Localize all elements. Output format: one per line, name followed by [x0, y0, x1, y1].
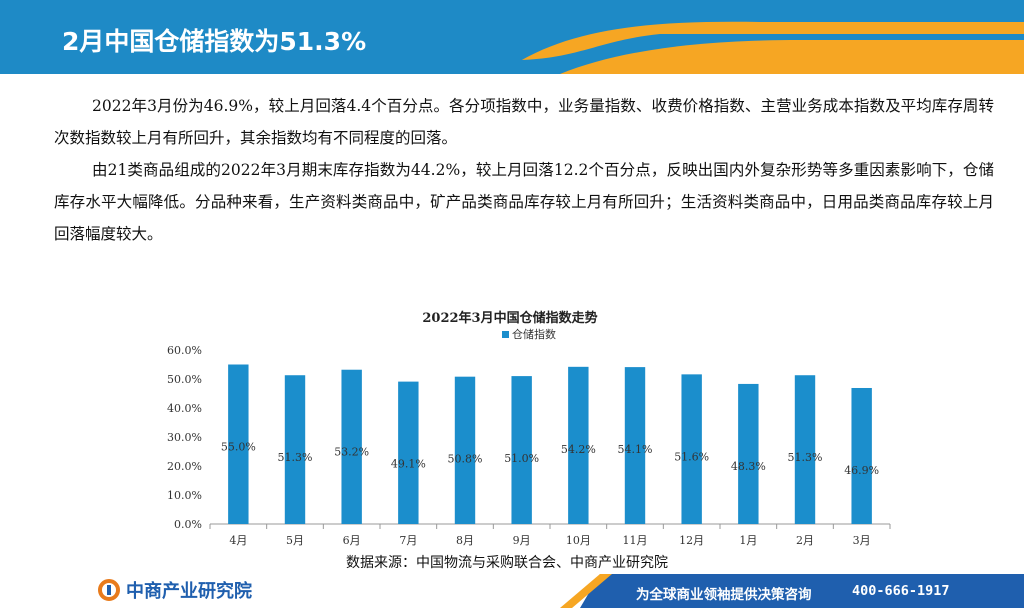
- data-label: 53.2%: [334, 446, 369, 459]
- data-label: 51.0%: [504, 452, 539, 465]
- bar: [228, 364, 249, 524]
- x-tick-label: 4月: [229, 534, 247, 547]
- data-label: 54.2%: [561, 443, 596, 456]
- x-tick-label: 12月: [679, 534, 704, 547]
- y-tick-label: 60.0%: [167, 344, 202, 357]
- logo-mark-icon: [98, 579, 120, 601]
- x-tick-label: 9月: [513, 534, 531, 547]
- header-banner: 2月中国仓储指数为51.3%: [0, 0, 1024, 74]
- y-tick-label: 10.0%: [167, 489, 202, 502]
- legend-swatch: [502, 331, 509, 338]
- bar: [794, 375, 816, 524]
- page-title: 2月中国仓储指数为51.3%: [62, 27, 367, 56]
- data-source-note: 数据来源：中国物流与采购联合会、中商产业研究院: [346, 555, 668, 571]
- data-label: 54.1%: [618, 443, 653, 456]
- header-background: [0, 0, 1024, 74]
- legend-label: 仓储指数: [512, 327, 556, 341]
- bar: [398, 381, 419, 524]
- x-tick-label: 6月: [343, 534, 361, 547]
- footer-phone: 400-666-1917: [852, 583, 950, 599]
- warehouse-index-chart: 2022年3月中国仓储指数走势 仓储指数 0.0% 10.0% 20.0% 30.0% 40…: [160, 300, 900, 575]
- data-label: 46.9%: [844, 464, 879, 477]
- y-tick-label: 40.0%: [167, 402, 202, 415]
- bar: [511, 376, 532, 524]
- x-tick-label: 3月: [853, 534, 871, 547]
- x-tick-label: 1月: [739, 534, 757, 547]
- bar: [284, 375, 306, 524]
- y-tick-label: 20.0%: [167, 460, 202, 473]
- footer-bar: [0, 574, 1024, 608]
- data-label: 48.3%: [731, 460, 766, 473]
- logo-text: 中商产业研究院: [126, 581, 252, 602]
- x-tick-label: 8月: [456, 534, 474, 547]
- y-tick-label: 50.0%: [167, 373, 202, 386]
- summary-paragraph-2: 由21类商品组成的2022年3月期末库存指数为44.2%，较上月回落12.2个百…: [54, 161, 994, 243]
- x-tick-label: 2月: [796, 534, 814, 547]
- data-label: 51.3%: [788, 451, 823, 464]
- chart-title: 2022年3月中国仓储指数走势: [422, 310, 597, 326]
- bar: [624, 367, 646, 524]
- data-label: 51.3%: [278, 451, 313, 464]
- footer-background: [560, 574, 1024, 608]
- data-label: 51.6%: [674, 450, 709, 463]
- y-tick-label: 0.0%: [174, 518, 202, 531]
- logo: 中商产业研究院: [98, 577, 252, 603]
- bar: [568, 366, 589, 524]
- summary-paragraph-1: 2022年3月份为46.9%，较上月回落4.4个百分点。各分项指数中，业务量指数…: [54, 97, 994, 147]
- x-tick-label: 7月: [399, 534, 417, 547]
- footer-slogan: 为全球商业领袖提供决策咨询: [636, 587, 812, 603]
- data-label: 55.0%: [221, 441, 256, 454]
- bar: [341, 369, 362, 524]
- data-label: 49.1%: [391, 458, 426, 471]
- x-tick-label: 10月: [566, 534, 591, 547]
- bar: [454, 376, 476, 524]
- data-label: 50.8%: [448, 453, 483, 466]
- bar: [851, 387, 872, 524]
- bar: [738, 383, 759, 524]
- x-tick-label: 11月: [623, 534, 648, 547]
- y-tick-label: 30.0%: [167, 431, 202, 444]
- bar: [681, 374, 702, 524]
- x-tick-label: 5月: [286, 534, 304, 547]
